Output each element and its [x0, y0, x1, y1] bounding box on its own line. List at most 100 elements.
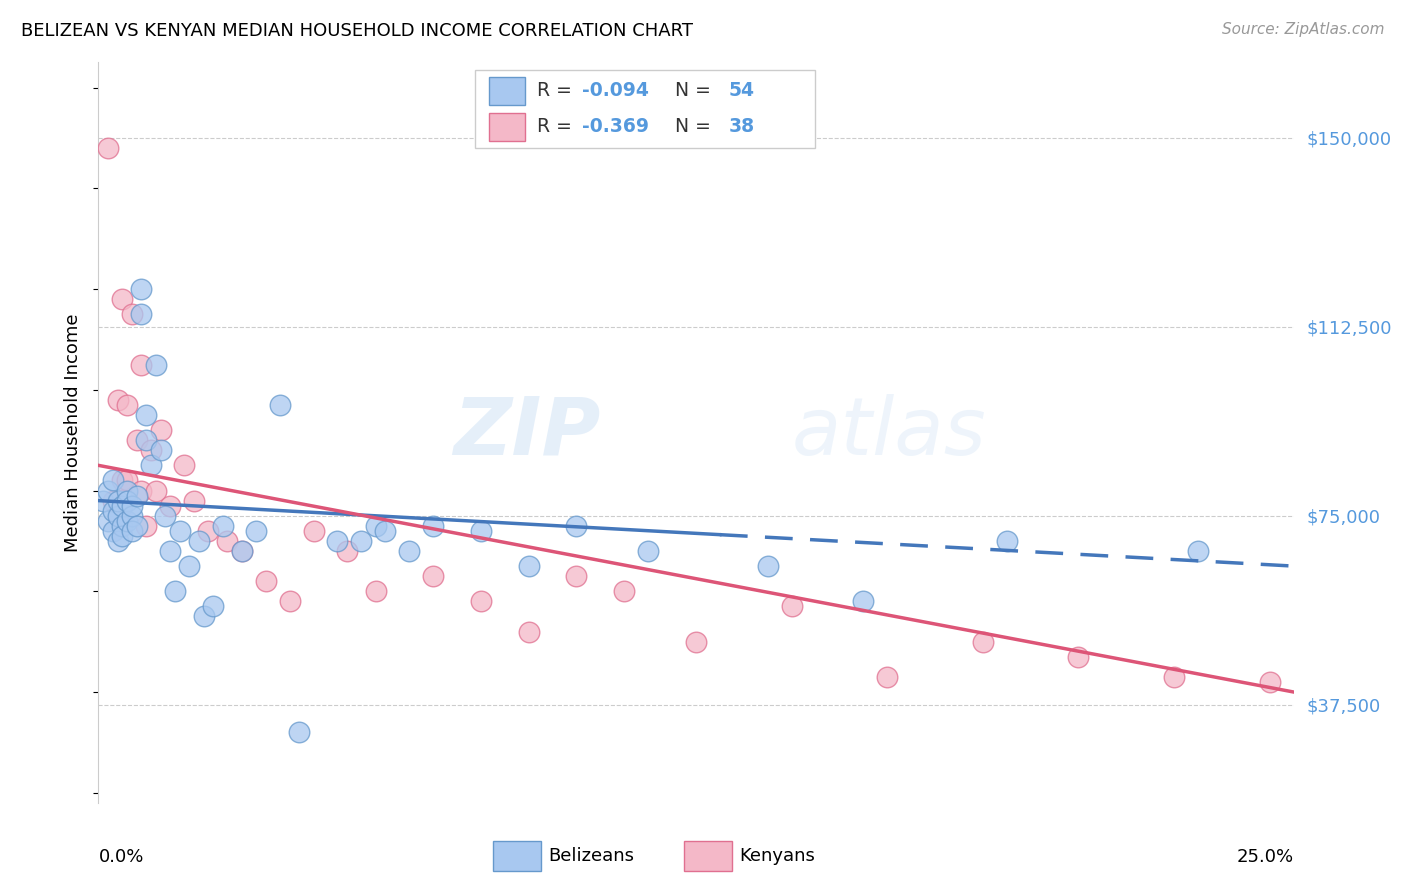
Point: [398, 544, 420, 558]
Point: [111, 499, 134, 513]
Point: [125, 518, 148, 533]
Point: [637, 544, 659, 558]
Point: [97, 483, 120, 498]
Text: 25.0%: 25.0%: [1236, 848, 1294, 866]
FancyBboxPatch shape: [489, 112, 524, 141]
Point: [422, 569, 444, 583]
Point: [115, 483, 138, 498]
Point: [202, 599, 225, 614]
Point: [254, 574, 277, 589]
Point: [517, 559, 540, 574]
Point: [131, 483, 153, 498]
Point: [302, 524, 325, 538]
Point: [135, 408, 157, 422]
Text: N =: N =: [657, 81, 717, 100]
Point: [107, 493, 129, 508]
Point: [97, 141, 120, 155]
Point: [1067, 649, 1090, 664]
Point: [101, 504, 124, 518]
Point: [125, 489, 148, 503]
Text: 54: 54: [728, 81, 754, 100]
Point: [517, 624, 540, 639]
Point: [121, 524, 143, 538]
Point: [231, 544, 253, 558]
Y-axis label: Median Household Income: Median Household Income: [65, 313, 83, 552]
Point: [101, 493, 124, 508]
FancyBboxPatch shape: [494, 841, 541, 871]
Point: [139, 458, 162, 473]
Point: [852, 594, 875, 608]
Text: BELIZEAN VS KENYAN MEDIAN HOUSEHOLD INCOME CORRELATION CHART: BELIZEAN VS KENYAN MEDIAN HOUSEHOLD INCO…: [21, 22, 693, 40]
Point: [364, 584, 387, 599]
Point: [197, 524, 219, 538]
Point: [159, 499, 181, 513]
Point: [173, 458, 195, 473]
Point: [756, 559, 779, 574]
Point: [470, 594, 492, 608]
Text: atlas: atlas: [792, 393, 987, 472]
Point: [145, 358, 167, 372]
Text: N =: N =: [657, 117, 717, 136]
Point: [107, 533, 129, 548]
Text: -0.094: -0.094: [582, 81, 650, 100]
Point: [107, 508, 129, 523]
Point: [565, 569, 588, 583]
Point: [139, 443, 162, 458]
Point: [179, 559, 201, 574]
Point: [1187, 544, 1209, 558]
Point: [155, 508, 177, 523]
Point: [101, 524, 124, 538]
Point: [565, 518, 588, 533]
Point: [217, 533, 239, 548]
Point: [135, 433, 157, 447]
Point: [211, 518, 233, 533]
Point: [350, 533, 373, 548]
Point: [231, 544, 253, 558]
Point: [115, 398, 138, 412]
Point: [159, 544, 181, 558]
FancyBboxPatch shape: [685, 841, 733, 871]
Point: [121, 307, 143, 321]
Point: [613, 584, 636, 599]
Point: [115, 474, 138, 488]
Point: [269, 398, 291, 412]
Point: [422, 518, 444, 533]
Point: [364, 518, 387, 533]
Point: [1163, 670, 1185, 684]
Text: R =: R =: [537, 117, 578, 136]
Text: ZIP: ZIP: [453, 393, 600, 472]
Point: [121, 508, 143, 523]
Point: [101, 474, 124, 488]
Point: [245, 524, 267, 538]
Point: [115, 493, 138, 508]
Point: [111, 518, 134, 533]
Text: R =: R =: [537, 81, 578, 100]
FancyBboxPatch shape: [489, 77, 524, 105]
FancyBboxPatch shape: [475, 70, 815, 147]
Point: [111, 292, 134, 306]
Point: [685, 634, 707, 648]
Point: [972, 634, 994, 648]
Point: [135, 518, 157, 533]
Point: [876, 670, 898, 684]
Point: [125, 433, 148, 447]
Point: [91, 493, 114, 508]
Point: [470, 524, 492, 538]
Point: [121, 499, 143, 513]
Point: [193, 609, 215, 624]
Point: [288, 725, 311, 739]
Point: [149, 443, 172, 458]
Point: [187, 533, 209, 548]
Point: [115, 514, 138, 528]
Point: [111, 474, 134, 488]
Text: 0.0%: 0.0%: [98, 848, 143, 866]
Point: [111, 529, 134, 543]
Point: [97, 514, 120, 528]
Point: [145, 483, 167, 498]
Point: [131, 358, 153, 372]
Point: [131, 307, 153, 321]
Point: [107, 392, 129, 407]
Point: [163, 584, 186, 599]
Point: [149, 423, 172, 437]
Point: [131, 282, 153, 296]
